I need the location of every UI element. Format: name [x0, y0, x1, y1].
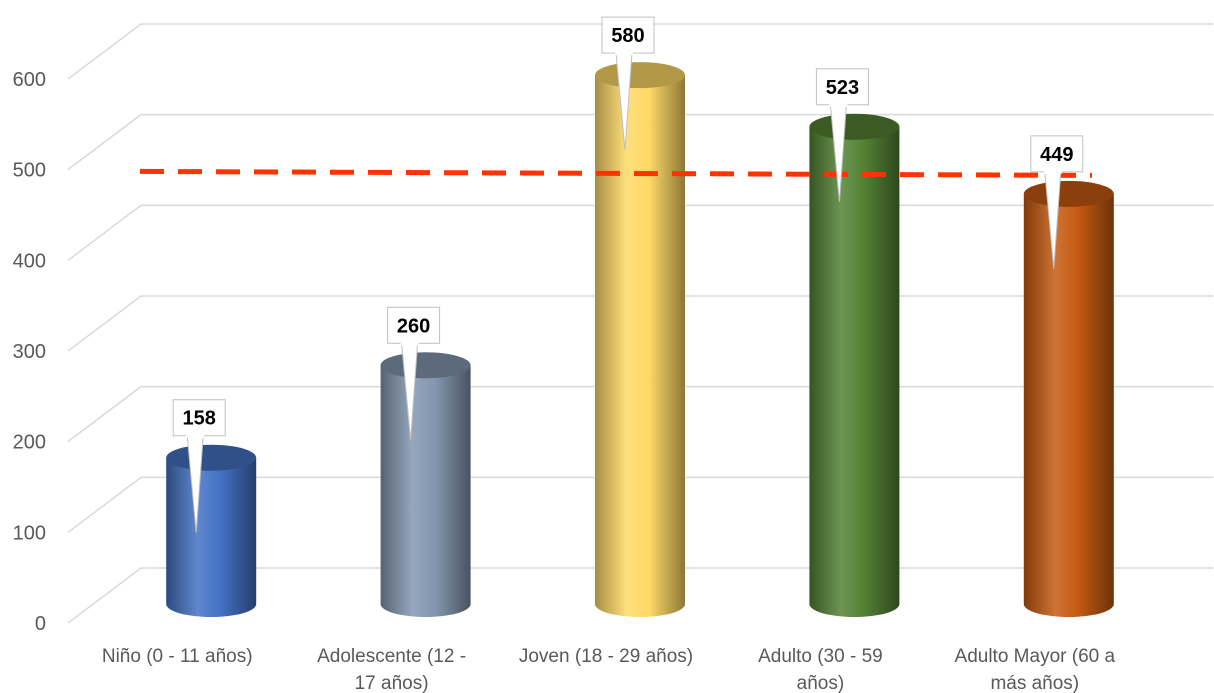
y-tick-label: 100: [13, 522, 46, 544]
y-tick-label: 300: [13, 341, 46, 363]
callout-box: [601, 16, 655, 54]
gridline-diagonal: [67, 476, 142, 533]
callout-joint: [829, 102, 848, 107]
bar-group: [380, 352, 471, 617]
x-tick-label: Adulto Mayor (60 a: [955, 646, 1116, 667]
x-tick-label: Adolescente (12 -: [317, 646, 466, 667]
data-label-callout: 580: [601, 16, 655, 151]
bar-cylinder-top: [166, 444, 257, 471]
bar-cylinder-top: [809, 113, 900, 140]
gridline-diagonal: [67, 386, 142, 443]
data-label: 449: [1040, 144, 1073, 166]
x-tick-label: Adulto (30 - 59: [758, 646, 883, 667]
x-tick-label: 17 años): [355, 673, 429, 693]
bar-group: [1023, 180, 1114, 617]
bar-group: [595, 62, 685, 617]
callout-joint: [400, 341, 419, 346]
callout-box: [387, 306, 441, 344]
callout-joint: [186, 433, 205, 438]
gridline-diagonal: [67, 567, 142, 624]
y-axis: 0 100 200 300 400 500 600: [13, 69, 46, 635]
x-tick-label: Joven (18 - 29 años): [519, 646, 693, 667]
average-line: [139, 168, 1093, 178]
gridline-diagonal: [67, 295, 142, 352]
bar-cylinder: [1023, 193, 1114, 617]
data-label: 523: [826, 77, 859, 99]
data-label-callout: 523: [815, 68, 869, 202]
bar-cylinder-top: [380, 352, 471, 379]
y-tick-label: 400: [13, 250, 46, 272]
bar-cylinder: [809, 126, 900, 617]
data-label-callout: 449: [1030, 135, 1084, 269]
callout-joint: [1043, 169, 1062, 174]
x-tick-label: más años): [990, 673, 1079, 693]
bar-cylinder: [595, 75, 685, 617]
bar-group: [809, 113, 900, 617]
data-label-callout: 158: [172, 399, 226, 533]
data-label-callout: 260: [387, 306, 441, 441]
bars: [166, 62, 1114, 617]
gridline-diagonal: [67, 114, 142, 171]
bar-group: [166, 444, 257, 617]
bar-cylinder-top: [595, 62, 685, 89]
data-label: 260: [397, 315, 430, 337]
y-tick-label: 0: [35, 613, 46, 635]
average-line-group: [139, 168, 1093, 178]
bar-cylinder-top: [1023, 180, 1114, 207]
y-tick-label: 500: [13, 160, 46, 182]
callout-joint: [615, 51, 633, 56]
bar-cylinder: [380, 365, 471, 617]
data-label: 580: [611, 25, 644, 47]
x-tick-label: años): [797, 673, 845, 693]
x-axis: Niño (0 - 11 años) Adolescente (12 - 17 añ…: [102, 646, 1116, 693]
data-labels: 158 260 580 523 449: [172, 16, 1084, 533]
y-tick-label: 200: [13, 432, 46, 454]
bar-cylinder: [166, 457, 257, 617]
callout-box: [1030, 135, 1084, 173]
data-label: 158: [183, 408, 216, 430]
gridline-diagonal: [67, 204, 142, 261]
gridline-diagonal: [67, 23, 142, 80]
x-tick-label: Niño (0 - 11 años): [102, 646, 253, 667]
y-tick-label: 600: [13, 69, 46, 91]
